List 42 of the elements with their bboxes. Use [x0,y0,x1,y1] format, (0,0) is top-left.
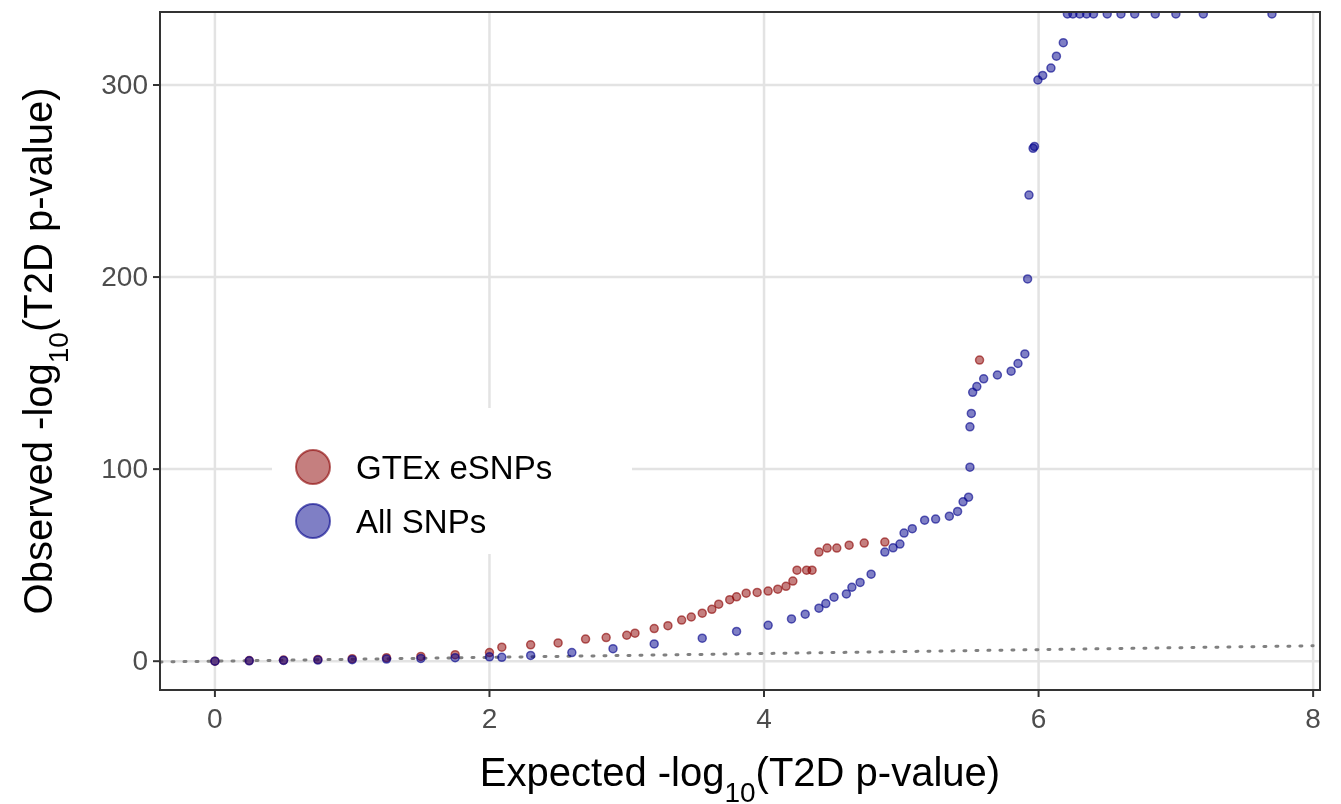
point [741,588,751,598]
point [630,628,640,638]
point [974,355,985,365]
point [713,599,724,609]
point [676,615,687,625]
point [752,587,762,598]
point [497,642,507,652]
x-tick-label: 2 [481,703,498,734]
point [832,543,842,553]
legend-label: All SNPs [356,503,487,540]
point [859,538,869,548]
point [822,543,832,553]
point [663,620,673,631]
point [686,612,697,622]
legend-label: GTEx eSNPs [356,449,553,486]
y-tick-label: 100 [101,453,148,485]
x-tick-label: 4 [756,703,772,734]
point [525,640,536,650]
x-tick-label: 8 [1305,703,1321,734]
point [601,632,611,643]
x-tick-label: 6 [1030,703,1047,734]
point [731,592,742,602]
point [844,540,854,550]
point [649,623,659,634]
point [880,537,890,547]
x-axis-title: Expected -log$_{10}$(T2D p-value) [479,750,1001,804]
point [792,565,802,575]
y-tick-label: 200 [101,261,148,293]
point [697,608,707,618]
point [553,638,563,648]
x-tick-label: 0 [207,703,223,734]
point [580,634,591,644]
y-tick-label: 300 [101,68,148,100]
point [814,547,824,557]
point [763,586,773,596]
y-tick-label: 0 [132,645,148,677]
point [622,630,632,641]
point [788,576,798,586]
point [773,584,783,594]
point [781,581,791,592]
point [707,604,717,615]
point [807,565,817,575]
